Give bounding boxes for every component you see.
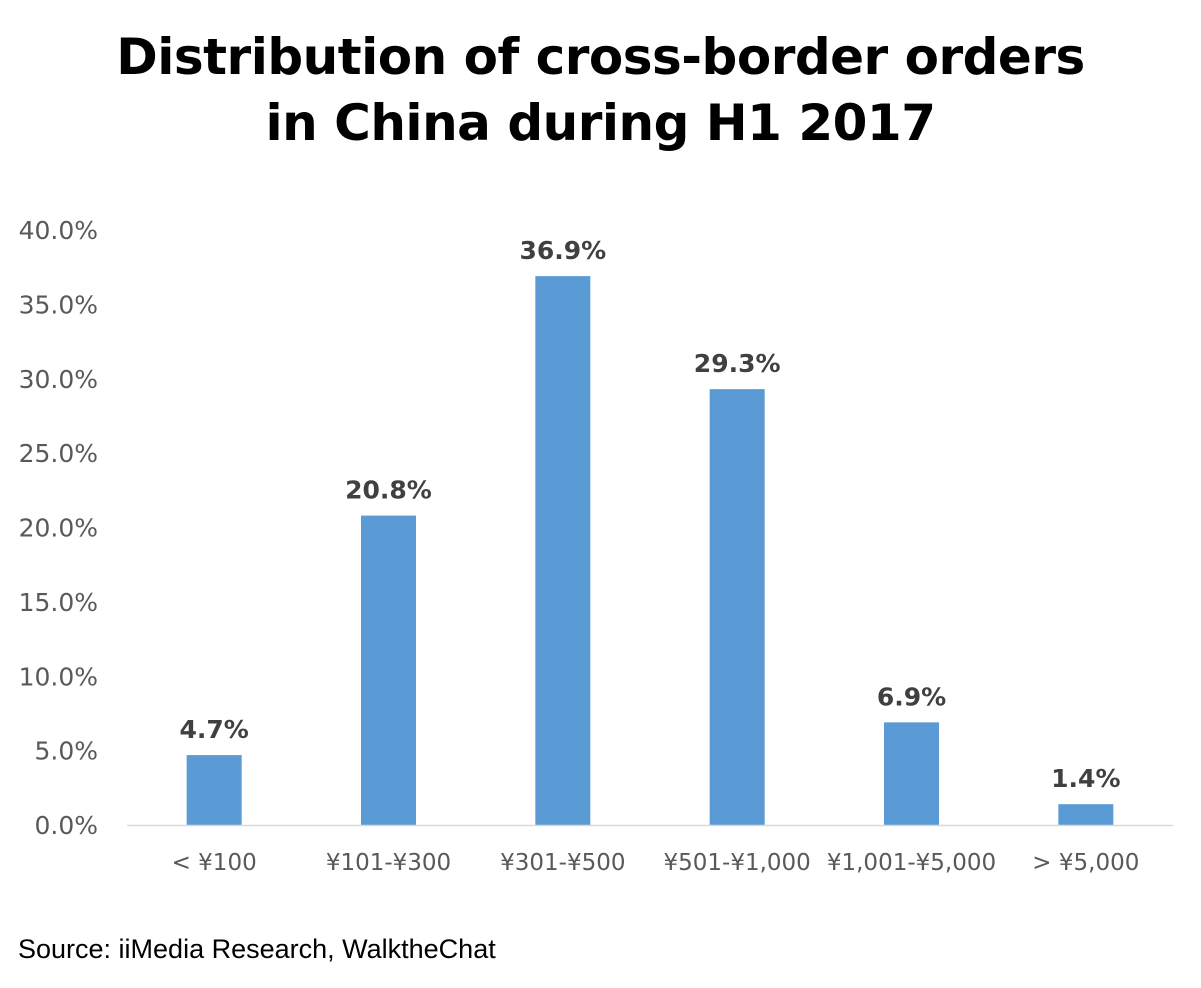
- y-axis-ticks: 0.0% 5.0% 10.0% 15.0% 20.0% 25.0% 30.0% 35.0% 40…: [19, 216, 98, 840]
- y-tick-label: 10.0%: [19, 662, 98, 691]
- bar: [361, 515, 416, 825]
- bar: [186, 755, 242, 825]
- data-label: 1.4%: [1051, 764, 1120, 793]
- source-note: Source: iiMedia Research, WalktheChat: [18, 934, 496, 964]
- data-labels-group: 4.7% 20.8% 36.9% 29.3% 6.9% 1.4%: [179, 236, 1120, 793]
- bar: [884, 722, 939, 825]
- bar: [709, 389, 765, 825]
- y-tick-label: 30.0%: [19, 365, 98, 394]
- y-tick-label: 5.0%: [34, 737, 98, 766]
- x-tick-label: > ¥5,000: [1032, 850, 1139, 876]
- bar: [1058, 804, 1114, 825]
- x-tick-label: ¥501-¥1,000: [664, 850, 811, 876]
- x-tick-label: ¥101-¥300: [326, 850, 451, 876]
- y-tick-label: 25.0%: [19, 439, 98, 468]
- x-tick-label: < ¥100: [172, 850, 257, 876]
- y-tick-label: 20.0%: [19, 514, 98, 543]
- y-tick-label: 0.0%: [34, 811, 98, 840]
- data-label: 36.9%: [519, 236, 606, 265]
- x-tick-label: ¥1,001-¥5,000: [827, 850, 996, 876]
- y-tick-label: 40.0%: [19, 216, 98, 245]
- data-label: 29.3%: [694, 349, 781, 378]
- x-axis-ticks: < ¥100 ¥101-¥300 ¥301-¥500 ¥501-¥1,000 ¥1,00…: [172, 850, 1140, 876]
- data-label: 4.7%: [179, 715, 248, 744]
- data-label: 6.9%: [877, 682, 946, 711]
- y-tick-label: 15.0%: [19, 588, 98, 617]
- bars-group: [186, 276, 1114, 825]
- chart-title-line-1: Distribution of cross-border orders: [116, 28, 1085, 86]
- bar: [535, 276, 591, 825]
- chart-title-line-2: in China during H1 2017: [265, 94, 937, 152]
- x-tick-label: ¥301-¥500: [500, 850, 625, 876]
- data-label: 20.8%: [345, 476, 432, 505]
- chart-title: Distribution of cross-border orders in C…: [0, 24, 1201, 156]
- y-tick-label: 35.0%: [19, 290, 98, 319]
